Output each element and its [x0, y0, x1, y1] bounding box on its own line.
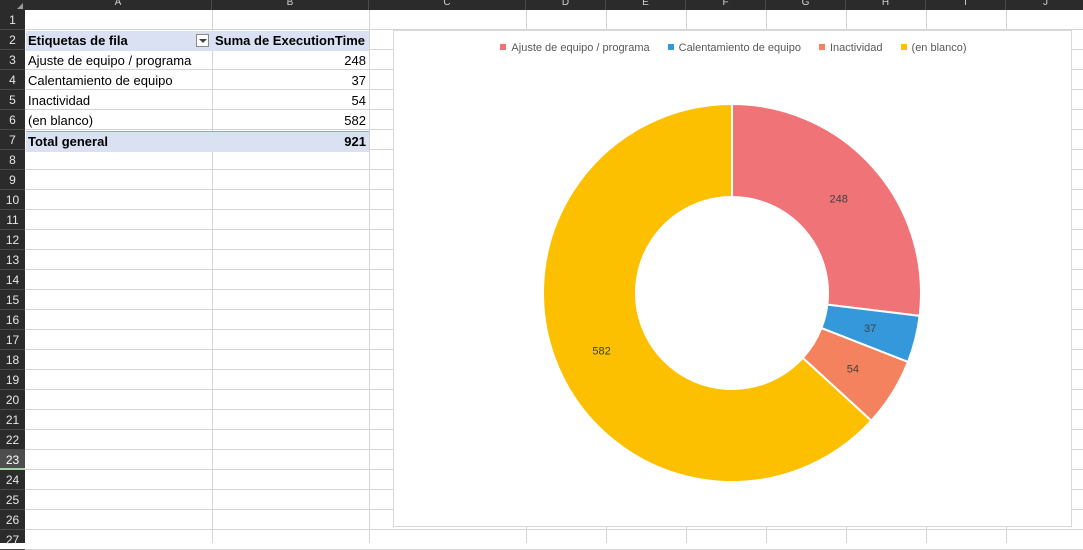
- grid-row-line: [25, 529, 1083, 530]
- grid-column-line: [369, 10, 370, 543]
- doughnut-slice[interactable]: [731, 102, 922, 317]
- filter-dropdown-button[interactable]: [196, 34, 209, 47]
- pivot-row[interactable]: (en blanco) 582: [26, 111, 369, 131]
- column-header-d[interactable]: D: [526, 0, 606, 10]
- row-header-bar: 1 2 3 4 5 6 7 8 9 10 11 12 13 14 15 16 17 18 19 20 21 22 23 24 2…: [0, 10, 25, 550]
- row-header[interactable]: 20: [0, 390, 25, 410]
- pivot-total-row[interactable]: Total general 921: [26, 131, 369, 152]
- legend-swatch: [500, 44, 507, 50]
- pivot-row-label: Inactividad: [28, 93, 91, 108]
- grid-column-line: [212, 10, 213, 543]
- legend-label: (en blanco): [911, 42, 967, 54]
- row-header[interactable]: 16: [0, 310, 25, 330]
- row-header[interactable]: 27: [0, 530, 25, 550]
- legend-entry[interactable]: Calentamiento de equipo: [667, 42, 801, 54]
- row-header[interactable]: 15: [0, 290, 25, 310]
- row-header[interactable]: 10: [0, 190, 25, 210]
- column-header-bar: A B C D E F G H I J: [0, 0, 1083, 10]
- chart-legend[interactable]: Ajuste de equipo / programa Calentamiento…: [394, 42, 1073, 54]
- row-header[interactable]: 24: [0, 470, 25, 490]
- legend-swatch: [900, 44, 907, 50]
- data-label: 582: [592, 345, 610, 357]
- row-header[interactable]: 4: [0, 70, 25, 90]
- legend-label: Calentamiento de equipo: [678, 42, 801, 54]
- pivot-header-row: Etiquetas de fila Suma de ExecutionTime: [26, 31, 369, 51]
- legend-entry[interactable]: (en blanco): [900, 42, 967, 54]
- row-header[interactable]: 21: [0, 410, 25, 430]
- pivot-total-value: 921: [344, 134, 366, 149]
- row-header[interactable]: 9: [0, 170, 25, 190]
- row-header[interactable]: 14: [0, 270, 25, 290]
- pivot-total-label: Total general: [28, 134, 108, 149]
- row-header[interactable]: 18: [0, 350, 25, 370]
- legend-label: Inactividad: [829, 42, 883, 54]
- row-header[interactable]: 12: [0, 230, 25, 250]
- pivot-row-label: Calentamiento de equipo: [28, 73, 173, 88]
- pivot-row-label: Ajuste de equipo / programa: [28, 53, 192, 68]
- pivot-value-header[interactable]: Suma de ExecutionTime: [215, 33, 366, 48]
- pivot-row-value: 54: [351, 93, 366, 108]
- pivot-row[interactable]: Calentamiento de equipo 37: [26, 71, 369, 91]
- column-header-i[interactable]: I: [926, 0, 1006, 10]
- data-label: 37: [864, 323, 876, 335]
- row-header[interactable]: 17: [0, 330, 25, 350]
- pivot-row[interactable]: Ajuste de equipo / programa 248: [26, 51, 369, 71]
- row-header[interactable]: 5: [0, 90, 25, 110]
- column-header-j[interactable]: J: [1006, 0, 1083, 10]
- legend-entry[interactable]: Inactividad: [818, 42, 883, 54]
- row-header[interactable]: 26: [0, 510, 25, 530]
- pivot-row-value: 248: [344, 53, 366, 68]
- legend-swatch: [818, 44, 825, 50]
- row-header[interactable]: 7: [0, 130, 25, 150]
- select-all-corner[interactable]: [0, 0, 25, 10]
- legend-entry[interactable]: Ajuste de equipo / programa: [500, 42, 650, 54]
- row-header[interactable]: 6: [0, 110, 25, 130]
- row-header[interactable]: 22: [0, 430, 25, 450]
- pivot-row-value: 37: [351, 73, 366, 88]
- doughnut-chart[interactable]: Ajuste de equipo / programa Calentamiento…: [393, 30, 1072, 527]
- row-header[interactable]: 2: [0, 30, 25, 50]
- row-header[interactable]: 3: [0, 50, 25, 70]
- doughnut-plot[interactable]: 248 37 54 582: [394, 31, 1073, 528]
- grid-row-line: [25, 29, 1083, 30]
- row-header[interactable]: 11: [0, 210, 25, 230]
- column-header-f[interactable]: F: [686, 0, 766, 10]
- column-header-h[interactable]: H: [846, 0, 926, 10]
- column-header-e[interactable]: E: [606, 0, 686, 10]
- column-header-c[interactable]: C: [369, 0, 526, 10]
- row-header[interactable]: 19: [0, 370, 25, 390]
- doughnut-slice[interactable]: [542, 102, 873, 483]
- legend-label: Ajuste de equipo / programa: [511, 42, 650, 54]
- row-header[interactable]: 25: [0, 490, 25, 510]
- data-label: 248: [829, 194, 847, 206]
- row-header[interactable]: 1: [0, 10, 25, 30]
- pivot-row-value: 582: [344, 113, 366, 128]
- pivot-row-labels-header[interactable]: Etiquetas de fila: [28, 33, 128, 48]
- pivot-row[interactable]: Inactividad 54: [26, 91, 369, 111]
- row-header[interactable]: 8: [0, 150, 25, 170]
- legend-swatch: [667, 44, 674, 50]
- column-header-g[interactable]: G: [766, 0, 846, 10]
- data-label: 54: [847, 363, 859, 375]
- row-header[interactable]: 13: [0, 250, 25, 270]
- row-header[interactable]: 23: [0, 450, 25, 470]
- pivot-row-label: (en blanco): [28, 113, 94, 128]
- chevron-down-icon: [199, 39, 207, 43]
- column-header-a[interactable]: A: [25, 0, 212, 10]
- column-header-b[interactable]: B: [212, 0, 369, 10]
